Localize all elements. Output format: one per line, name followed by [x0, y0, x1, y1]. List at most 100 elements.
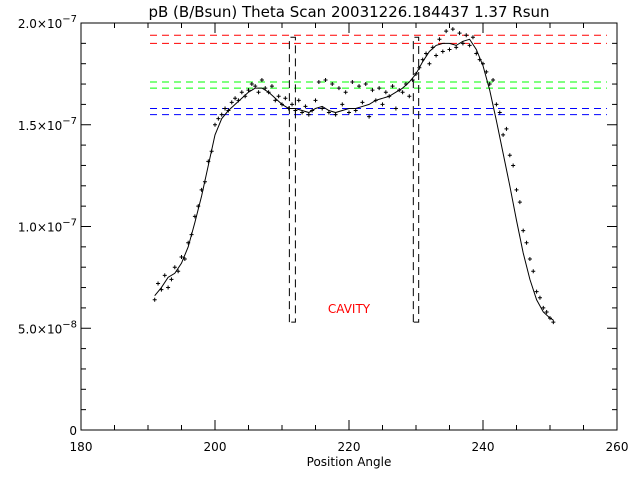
- scatter-point: [551, 320, 556, 325]
- y-tick-label: 1.0×10−7: [18, 218, 77, 235]
- scatter-point: [497, 110, 502, 115]
- scatter-point: [457, 31, 462, 36]
- scatter-point: [296, 98, 301, 103]
- scatter-point: [152, 297, 157, 302]
- scatter-point: [186, 240, 191, 245]
- smooth-curve: [154, 38, 554, 321]
- scatter-point: [434, 53, 439, 58]
- scatter-point: [273, 98, 278, 103]
- x-tick-label: 200: [204, 440, 227, 454]
- scatter-point: [343, 90, 348, 95]
- scatter-point: [233, 96, 238, 101]
- scatter-point: [159, 287, 164, 292]
- scatter-point: [407, 94, 412, 99]
- scatter-point: [481, 61, 485, 66]
- scatter-point: [249, 82, 254, 87]
- scatter-point: [283, 96, 288, 101]
- scatter-point: [367, 114, 372, 119]
- scatter-point: [377, 86, 382, 91]
- scatter-point: [427, 61, 432, 66]
- scatter-point: [403, 82, 408, 87]
- scatter-point: [437, 37, 442, 42]
- scatter-point: [236, 98, 241, 103]
- scatter-point: [269, 84, 274, 89]
- scatter-point: [246, 88, 251, 93]
- scatter-point: [330, 82, 335, 87]
- scatter-point: [454, 45, 459, 50]
- y-tick-exponent: −8: [62, 319, 77, 330]
- y-tick-label: 0: [69, 424, 77, 438]
- y-tick-mantissa: 1.5×10: [18, 119, 62, 133]
- y-tick-label: 5.0×10−8: [18, 319, 77, 336]
- cavity-boundaries: [288, 36, 420, 323]
- x-tick-label: 180: [70, 440, 93, 454]
- scatter-point: [189, 232, 194, 237]
- cavity-annotation: CAVITY: [328, 302, 371, 316]
- y-tick-exponent: −7: [62, 116, 77, 127]
- scatter-point: [290, 102, 295, 107]
- scatter-point: [239, 90, 244, 95]
- scatter-point: [219, 112, 224, 117]
- scatter-point: [243, 94, 248, 99]
- scatter-point: [444, 29, 449, 34]
- scatter-point: [266, 90, 271, 95]
- scatter-point: [537, 295, 542, 300]
- scatter-point: [494, 102, 499, 107]
- scatter-point: [521, 228, 526, 233]
- scatter-point: [420, 57, 425, 62]
- scatter-point: [470, 35, 475, 40]
- scatter-point: [424, 51, 429, 56]
- y-tick-label: 1.5×10−7: [18, 116, 77, 133]
- scatter-point: [316, 80, 321, 85]
- scatter-point: [504, 126, 509, 131]
- scatter-point: [393, 106, 398, 111]
- y-tick-exponent: −7: [62, 14, 77, 25]
- y-tick-mantissa: 0: [69, 424, 77, 438]
- scatter-point: [179, 255, 184, 260]
- scatter-point: [491, 77, 496, 82]
- scatter-point: [464, 33, 469, 38]
- scatter-point: [353, 108, 358, 113]
- scatter-point: [172, 265, 177, 270]
- scatter-point: [357, 84, 362, 89]
- scatter-point: [531, 269, 536, 274]
- scatter-point: [414, 71, 418, 76]
- scatter-point: [336, 86, 341, 91]
- y-tick-labels: 05.0×10−81.0×10−71.5×10−72.0×10−7: [18, 14, 77, 438]
- scatter-point: [347, 110, 351, 115]
- scatter-point: [350, 80, 355, 85]
- scatter-point: [544, 309, 549, 314]
- scatter-point: [253, 84, 258, 89]
- scatter-point: [380, 102, 385, 107]
- scatter-points: [152, 27, 556, 325]
- scatter-point: [293, 108, 298, 113]
- scatter-point: [256, 90, 261, 95]
- y-tick-mantissa: 1.0×10: [18, 221, 62, 235]
- scatter-point: [447, 47, 452, 52]
- scatter-point: [280, 102, 284, 107]
- scatter-point: [306, 112, 311, 117]
- scatter-point: [340, 102, 345, 107]
- scatter-point: [450, 27, 455, 32]
- scatter-point: [534, 289, 539, 294]
- scatter-point: [176, 269, 181, 274]
- y-tick-mantissa: 2.0×10: [18, 17, 62, 31]
- scatter-point: [326, 110, 331, 115]
- plot-frame: [80, 22, 618, 431]
- scatter-point: [199, 187, 204, 192]
- scatter-point: [286, 106, 291, 111]
- scatter-point: [323, 77, 328, 82]
- scatter-point: [383, 90, 388, 95]
- scatter-point: [213, 122, 217, 127]
- scatter-point: [182, 257, 187, 262]
- scatter-point: [527, 257, 532, 262]
- scatter-point: [320, 106, 325, 111]
- scatter-point: [209, 149, 214, 154]
- scatter-point: [196, 204, 201, 209]
- scatter-point: [363, 82, 368, 87]
- scatter-point: [487, 82, 492, 87]
- scatter-point: [370, 88, 375, 93]
- scatter-point: [400, 90, 405, 95]
- scatter-point: [162, 273, 167, 278]
